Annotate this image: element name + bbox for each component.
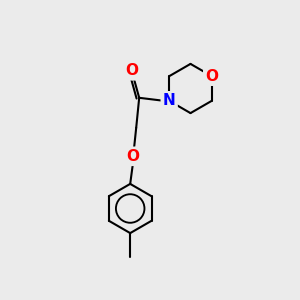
Text: O: O xyxy=(205,69,218,84)
Text: O: O xyxy=(125,63,138,78)
Text: O: O xyxy=(127,149,140,164)
Text: N: N xyxy=(163,93,175,108)
